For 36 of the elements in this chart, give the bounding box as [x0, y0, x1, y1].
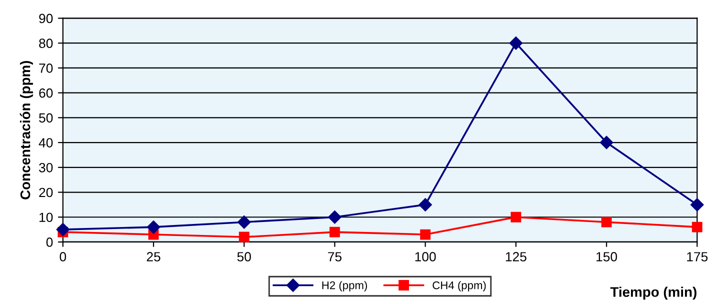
x-tick-label: 150 — [596, 252, 618, 262]
x-tick-label: 125 — [506, 252, 526, 262]
legend-label: H2 (ppm) — [322, 281, 367, 292]
point — [509, 36, 523, 50]
point — [146, 220, 160, 234]
x-tick-label: 175 — [687, 252, 708, 262]
point — [328, 210, 342, 224]
x-tick-label: 100 — [415, 252, 436, 262]
x-tick-label: 75 — [328, 252, 342, 262]
point — [690, 198, 704, 212]
point — [420, 229, 431, 240]
point — [330, 226, 340, 238]
point — [418, 198, 432, 212]
x-axis-title: Tiempo (min) — [610, 286, 696, 300]
y-tick-label: 20 — [39, 188, 53, 198]
y-tick-label: 10 — [40, 212, 53, 222]
y-tick-label: 80 — [39, 38, 53, 48]
point — [510, 212, 522, 222]
point — [56, 222, 70, 236]
x-tick-label: 50 — [237, 252, 251, 262]
point — [600, 136, 614, 150]
y-tick-label: 30 — [39, 162, 53, 172]
y-tick-label: 90 — [39, 14, 53, 24]
y-tick-label: 70 — [39, 64, 53, 73]
y-tick-label: 60 — [39, 88, 53, 98]
point — [692, 222, 702, 232]
point — [601, 216, 612, 228]
point — [238, 232, 250, 242]
point — [238, 216, 251, 229]
y-tick-label: 0 — [46, 238, 53, 247]
y-tick-label: 50 — [39, 113, 53, 123]
x-tick-label: 0 — [60, 252, 66, 262]
y-axis-title: Concentración (ppm) — [20, 60, 33, 200]
y-tick-label: 40 — [38, 138, 53, 148]
x-tick-label: 25 — [146, 252, 160, 262]
legend-label: CH4 (ppm) — [432, 281, 486, 292]
